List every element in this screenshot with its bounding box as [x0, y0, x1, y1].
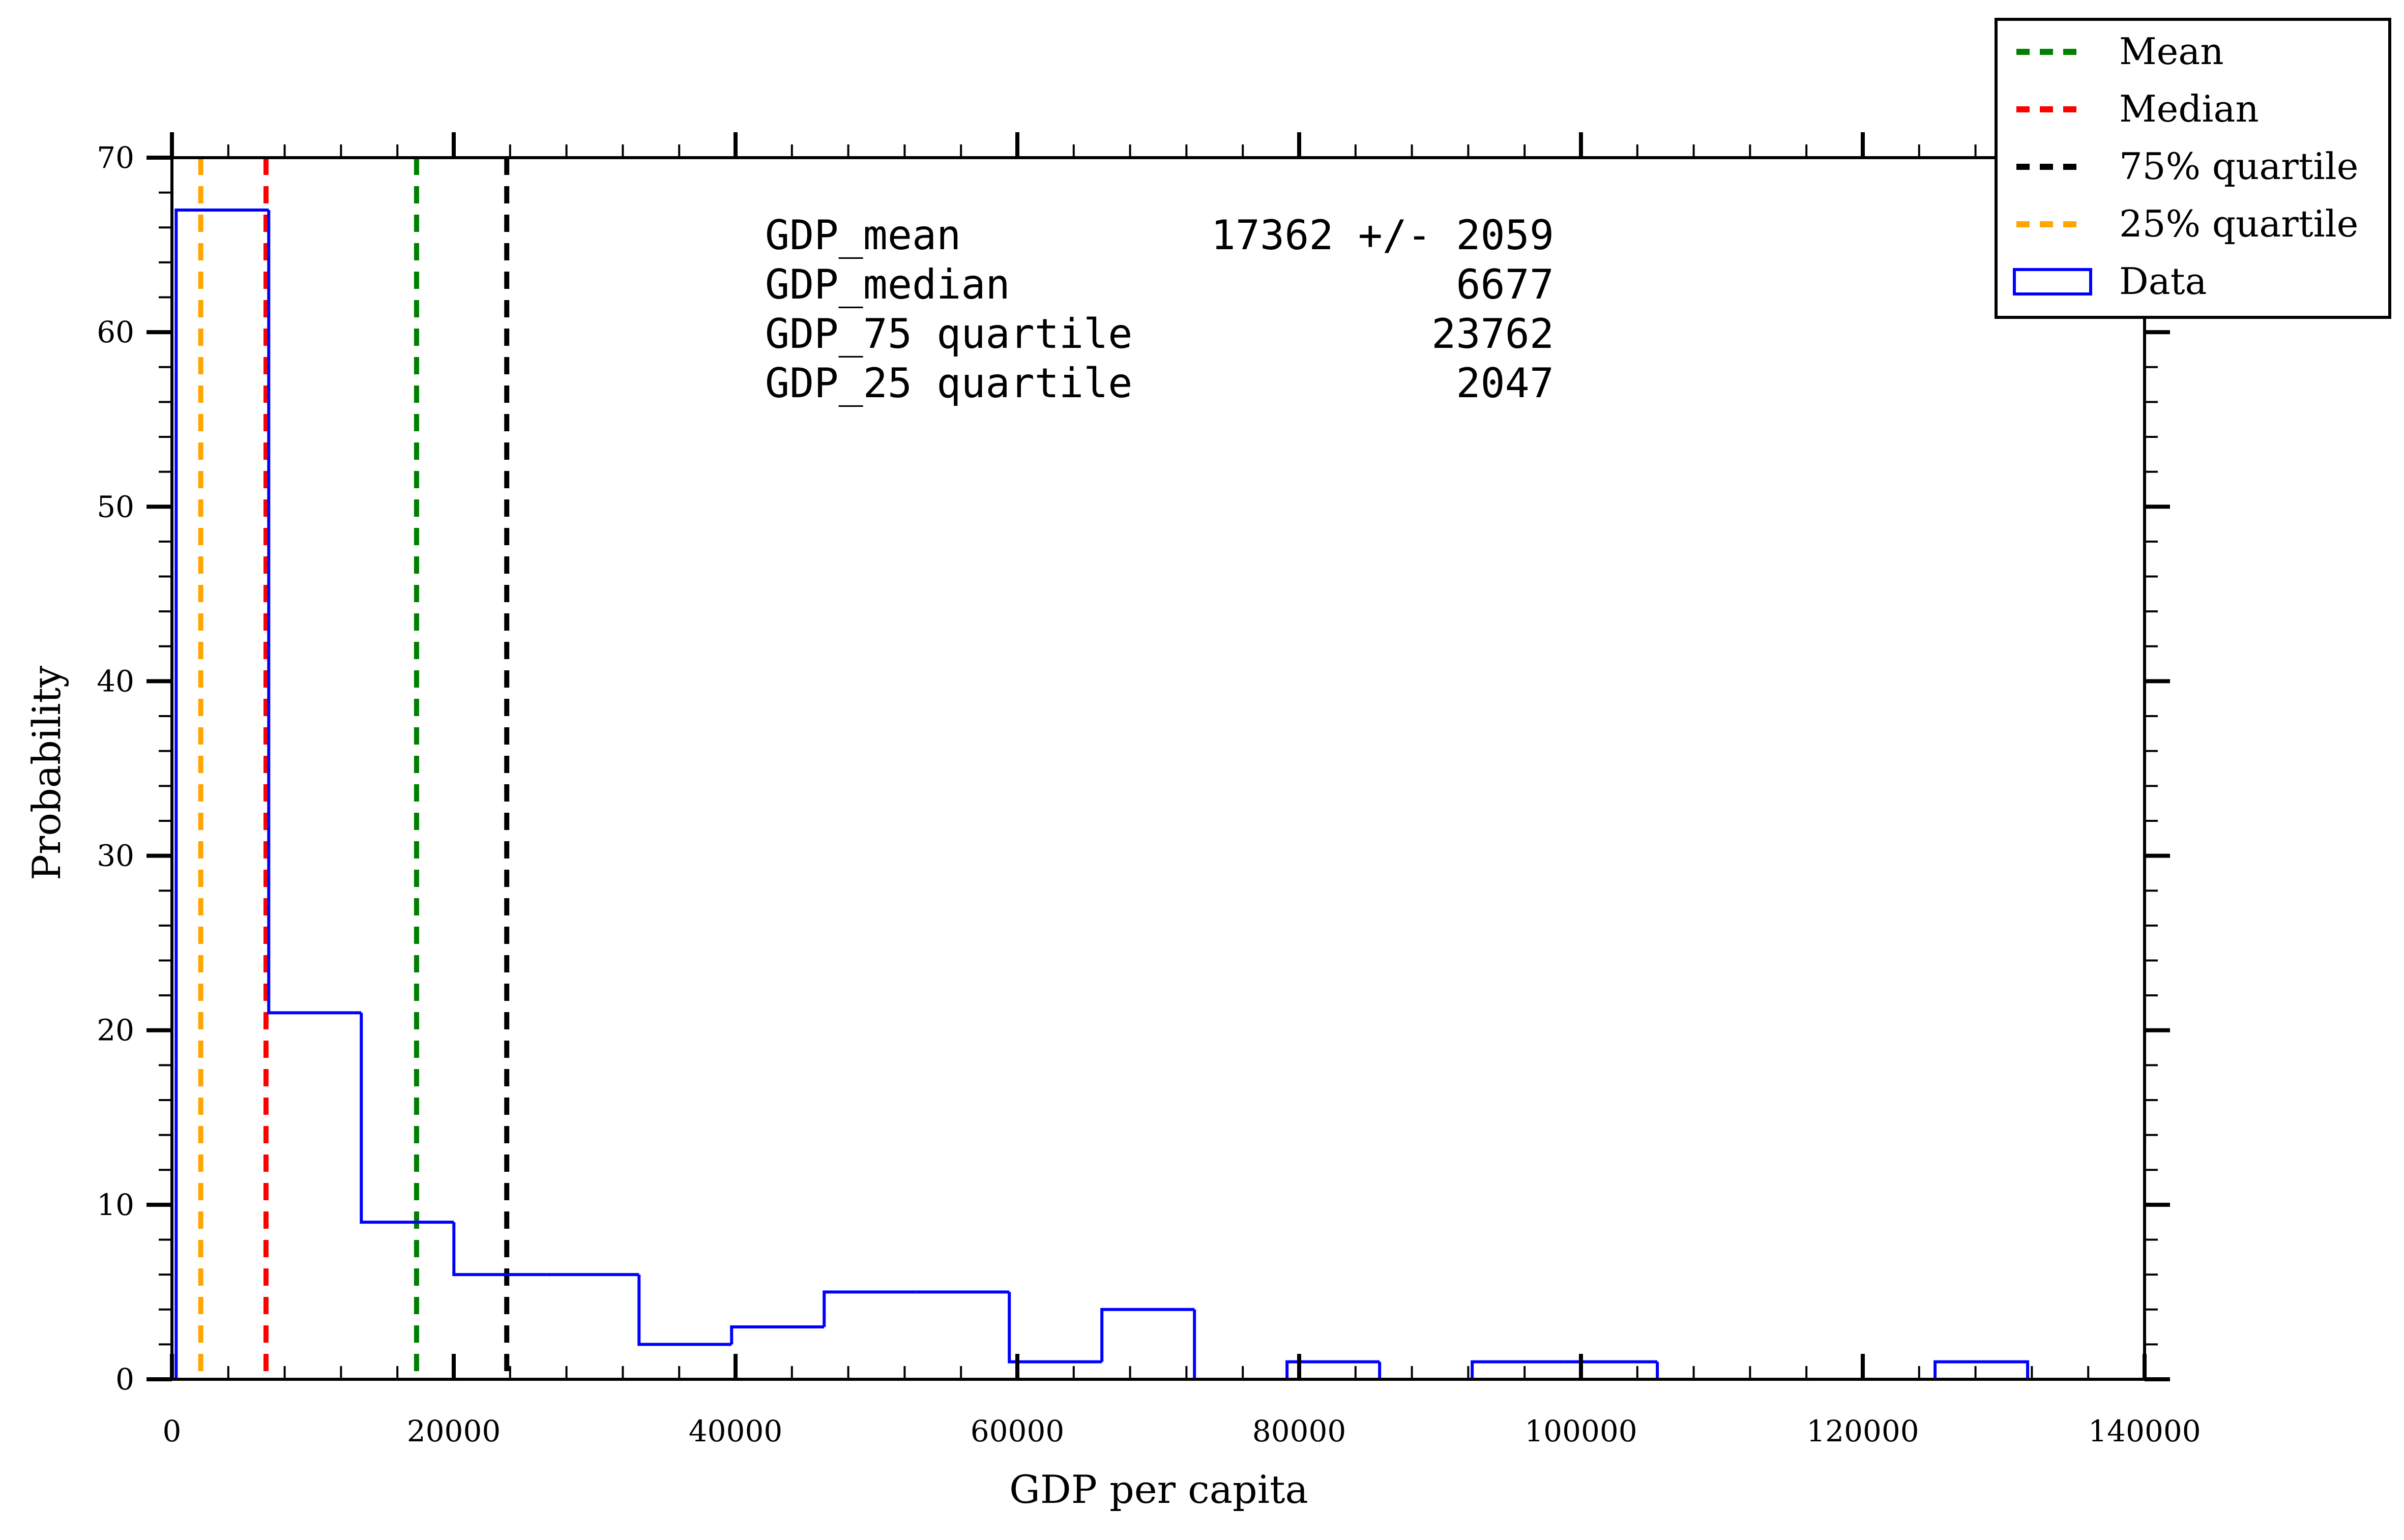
histogram-bin: [1933, 1360, 2030, 1379]
x-tick-label: 80000: [1252, 1414, 1346, 1448]
y-tick-label: 70: [97, 140, 134, 175]
histogram-bin: [1471, 1360, 1565, 1379]
legend-entry-label: Median: [2119, 87, 2259, 130]
plot-area: [174, 158, 2030, 1381]
legend-entry-label: 25% quartile: [2119, 202, 2358, 245]
stats-label: GDP_median: [765, 261, 1010, 308]
x-tick-label: 140000: [2088, 1414, 2201, 1448]
y-tick-label: 10: [97, 1188, 134, 1222]
histogram-bin: [823, 1290, 917, 1327]
legend-data-swatch: [2013, 268, 2092, 295]
x-tick-label: 0: [163, 1414, 182, 1448]
histogram-bin: [267, 210, 362, 1015]
legend-box: [1995, 18, 2391, 319]
stats-value: 6677: [1456, 261, 1554, 308]
x-tick-label: 120000: [1806, 1414, 1919, 1448]
x-tick-label: 40000: [689, 1414, 783, 1448]
histogram-bin: [452, 1222, 547, 1277]
legend-entry-label: Data: [2119, 260, 2207, 303]
legend: Mean Median 75% quartile 25% quartile Data: [1995, 18, 2391, 319]
y-tick-label: 0: [115, 1362, 134, 1397]
x-tick-label: 20000: [407, 1414, 501, 1448]
histogram-bin: [1656, 1361, 1750, 1381]
histogram-bin: [1008, 1292, 1102, 1364]
histogram-bin: [1100, 1308, 1195, 1362]
legend-entry-label: 75% quartile: [2119, 145, 2358, 188]
histogram-bin: [360, 1013, 454, 1224]
histogram-bin: [1285, 1360, 1380, 1379]
histogram-bin: [730, 1325, 825, 1345]
x-tick-label: 100000: [1525, 1414, 1637, 1448]
y-tick-label: 40: [97, 664, 134, 698]
y-tick-label: 20: [97, 1013, 134, 1048]
stats-value: 23762: [1431, 310, 1554, 358]
histogram-bin: [1378, 1361, 1473, 1381]
stats-label: GDP_25 quartile: [765, 360, 1132, 407]
y-tick-label: 50: [97, 489, 134, 524]
y-tick-label: 30: [97, 839, 134, 873]
axes: 0 20000 40000 60000 80000 100000 120000 140000 0…: [97, 132, 2201, 1448]
stats-label: GDP_75 quartile: [765, 310, 1132, 358]
x-axis-label: GDP per capita: [1009, 1467, 1308, 1512]
legend-entry-label: Mean: [2119, 30, 2224, 73]
stats-label: GDP_mean: [765, 212, 961, 259]
y-axis-label: Probability: [24, 666, 69, 880]
histogram-bin: [174, 208, 269, 1379]
stats-value: 2047: [1456, 360, 1554, 407]
stats-value: 17362 +/- 2059: [1211, 212, 1554, 259]
histogram-bin: [637, 1275, 732, 1346]
x-tick-label: 60000: [971, 1414, 1065, 1448]
histogram-bin: [1193, 1309, 1287, 1381]
y-tick-label: 60: [97, 315, 134, 349]
plot-frame: [170, 156, 2146, 1381]
stats-box: GDP_mean 17362 +/- 2059 GDP_median 6677 GDP_…: [765, 212, 1554, 407]
